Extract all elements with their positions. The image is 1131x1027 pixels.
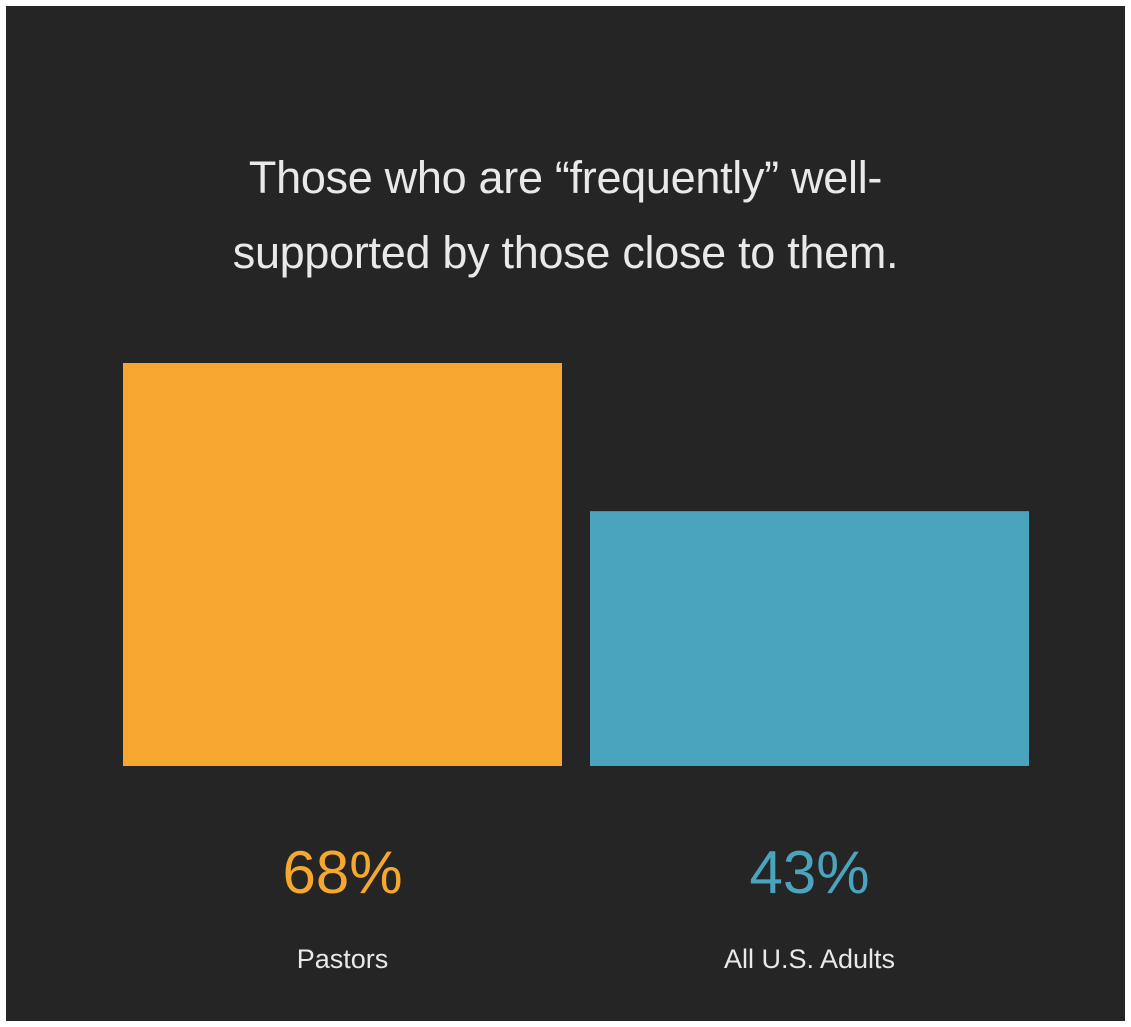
bars-group xyxy=(123,363,1029,766)
category-label-pastors: Pastors xyxy=(297,944,389,974)
category-label-all-us-adults: All U.S. Adults xyxy=(724,944,895,974)
chart-title: Those who are “frequently” well- support… xyxy=(0,140,1131,290)
labels-group: 68% Pastors 43% All U.S. Adults xyxy=(282,839,895,974)
chart-title-line-2: supported by those close to them. xyxy=(232,227,899,278)
chart-title-line-1: Those who are “frequently” well- xyxy=(248,152,883,203)
value-label-all-us-adults: 43% xyxy=(749,839,869,906)
bar-all-us-adults xyxy=(590,511,1029,766)
value-label-pastors: 68% xyxy=(282,839,402,906)
bar-pastors xyxy=(123,363,562,766)
